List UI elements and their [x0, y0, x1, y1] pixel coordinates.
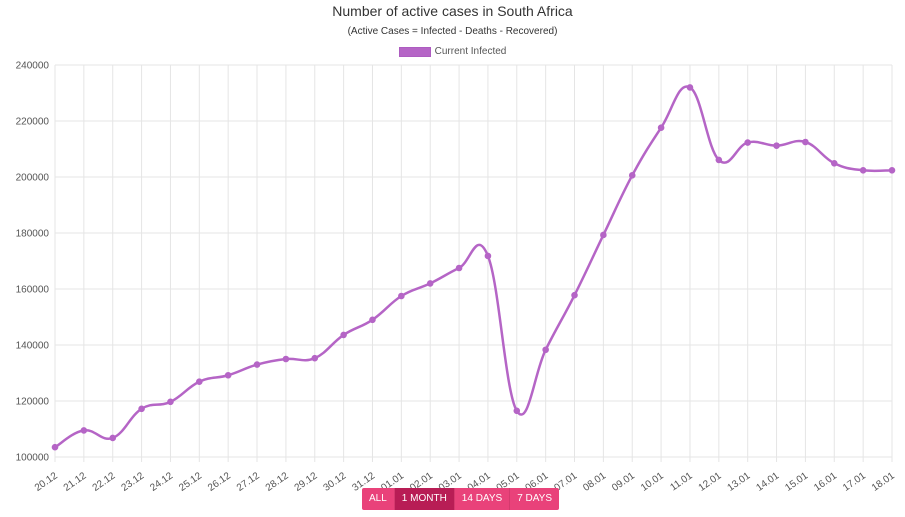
data-point	[513, 407, 521, 415]
x-tick-label: 20.12	[33, 470, 60, 494]
data-point	[253, 361, 261, 368]
data-point	[109, 434, 117, 442]
y-tick-label: 160000	[16, 285, 50, 296]
data-point	[542, 346, 549, 354]
data-point	[369, 316, 376, 324]
series-line-current-infected	[54, 85, 893, 449]
chart-legend[interactable]: Current Infected	[0, 46, 905, 57]
data-point	[167, 398, 174, 406]
x-tick-label: 16.01	[812, 470, 839, 494]
x-tick-label: 30.12	[322, 470, 349, 494]
x-tick-label: 25.12	[177, 470, 204, 494]
y-tick-label: 220000	[16, 117, 50, 128]
x-tick-label: 21.12	[62, 470, 89, 494]
x-tick-label: 13.01	[726, 470, 753, 494]
x-tick-label: 12.01	[697, 470, 724, 494]
data-point	[196, 378, 203, 385]
chart-title: Number of active cases in South Africa	[332, 3, 573, 19]
legend-label: Current Infected	[434, 46, 507, 57]
x-tick-label: 08.01	[581, 470, 608, 494]
data-point	[51, 443, 59, 451]
x-tick-label: 10.01	[639, 470, 666, 494]
data-point	[311, 354, 319, 362]
x-tick-label: 27.12	[235, 470, 262, 494]
x-tick-label: 24.12	[148, 470, 175, 494]
data-point	[715, 156, 723, 164]
data-point	[282, 355, 290, 363]
range-button-14-days[interactable]: 14 DAYS	[453, 488, 510, 510]
range-button-all[interactable]: ALL	[362, 488, 394, 510]
data-point	[859, 166, 867, 174]
range-button-7-days[interactable]: 7 DAYS	[509, 488, 560, 510]
data-point	[224, 371, 232, 379]
y-tick-label: 240000	[16, 61, 50, 72]
y-tick-label: 120000	[16, 397, 50, 408]
data-point	[830, 159, 838, 167]
data-point	[484, 252, 492, 260]
x-tick-label: 09.01	[610, 470, 637, 494]
x-tick-label: 17.01	[841, 470, 868, 494]
x-tick-label: 11.01	[668, 470, 695, 493]
x-tick-label: 22.12	[91, 470, 118, 494]
data-point	[138, 405, 145, 413]
data-point	[80, 427, 88, 434]
y-tick-label: 180000	[16, 229, 50, 240]
legend-swatch	[398, 46, 431, 57]
y-tick-label: 140000	[16, 341, 50, 352]
chart-subtitle: (Active Cases = Infected - Deaths - Reco…	[347, 26, 558, 37]
data-point	[455, 264, 463, 272]
x-tick-label: 15.01	[783, 470, 810, 494]
range-button-group: ALL 1 MONTH 14 DAYS 7 DAYS	[362, 488, 560, 510]
x-tick-label: 28.12	[264, 470, 291, 494]
data-point	[600, 231, 607, 239]
x-tick-label: 23.12	[119, 470, 146, 494]
data-point	[773, 142, 780, 149]
range-button-1-month[interactable]: 1 MONTH	[393, 488, 454, 510]
data-point	[340, 331, 347, 339]
data-point	[657, 124, 665, 132]
x-tick-label: 18.01	[870, 470, 897, 494]
data-point	[628, 172, 636, 179]
x-tick-label: 14.01	[754, 470, 781, 494]
y-tick-label: 200000	[16, 173, 50, 184]
data-point	[686, 84, 694, 91]
x-tick-label: 29.12	[293, 470, 320, 494]
data-point	[571, 291, 578, 299]
data-point	[426, 280, 434, 287]
x-tick-label: 26.12	[206, 470, 233, 494]
y-tick-label: 100000	[16, 453, 50, 464]
data-point	[744, 139, 751, 146]
data-point	[398, 292, 405, 300]
data-point	[888, 166, 896, 174]
data-point	[802, 138, 809, 146]
